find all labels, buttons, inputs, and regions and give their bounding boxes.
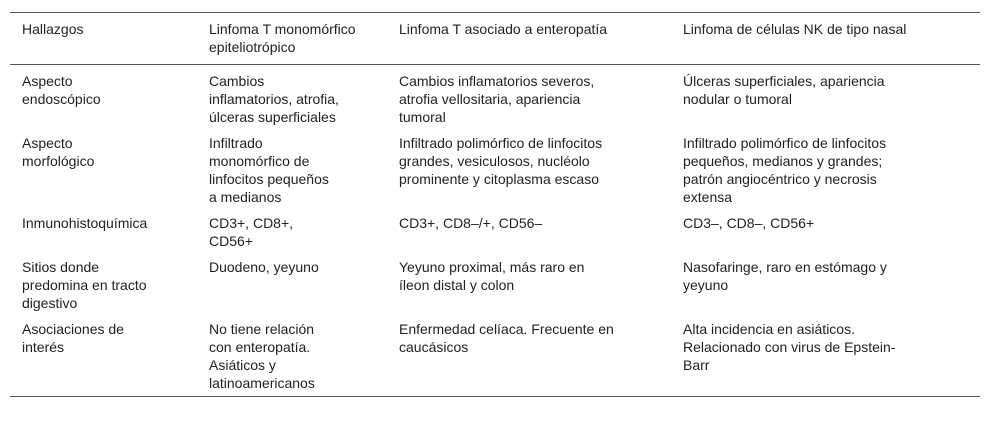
row-label-cell: Sitios donde predomina en tracto digesti… bbox=[22, 259, 147, 311]
row-label-cell: Asociaciones de interés bbox=[22, 321, 124, 355]
table-cell: Infiltrado polimórfico de linfocitos peq… bbox=[683, 135, 887, 205]
row-label-cell: Aspecto morfológico bbox=[22, 135, 95, 169]
lymphoma-comparison-table: Hallazgos Linfoma T monomórfico epitelio… bbox=[10, 12, 980, 397]
header-row: Hallazgos Linfoma T monomórfico epitelio… bbox=[10, 12, 980, 65]
header-cell: Hallazgos bbox=[22, 21, 84, 37]
table-cell: CD3–, CD8–, CD56+ bbox=[683, 215, 815, 231]
table-cell: Duodeno, yeyuno bbox=[209, 259, 319, 275]
table-cell: Enfermedad celíaca. Frecuente en caucási… bbox=[399, 321, 614, 355]
table-cell: Úlceras superficiales, apariencia nodula… bbox=[683, 73, 885, 107]
table-row: Aspecto endoscópico Cambios inflamatorios… bbox=[10, 65, 980, 135]
table-cell: Infiltrado polimórfico de linfocitos gra… bbox=[399, 135, 603, 187]
table-row: Inmunohistoquímica CD3+, CD8+, CD56+ CD3+,… bbox=[10, 214, 980, 258]
table-row: Sitios donde predomina en tracto digesti… bbox=[10, 258, 980, 320]
table-cell: Cambios inflamatorios, atrofia, úlceras … bbox=[209, 73, 339, 125]
table-cell: Infiltrado monomórfico de linfocitos peq… bbox=[209, 135, 329, 205]
table-cell: No tiene relación con enteropatía. Asiát… bbox=[209, 321, 315, 391]
table-cell: CD3+, CD8–/+, CD56– bbox=[399, 215, 543, 231]
header-cell: Linfoma T monomórfico epiteliotrópico bbox=[209, 21, 356, 55]
table-cell: Alta incidencia en asiáticos. Relacionad… bbox=[683, 321, 896, 373]
row-label-cell: Inmunohistoquímica bbox=[22, 215, 148, 231]
row-label-cell: Aspecto endoscópico bbox=[22, 73, 101, 107]
header-cell: Linfoma de células NK de tipo nasal bbox=[683, 21, 907, 37]
table-cell: Cambios inflamatorios severos, atrofia v… bbox=[399, 73, 595, 125]
table-cell: Nasofaringe, raro en estómago y yeyuno bbox=[683, 259, 887, 293]
table-row: Asociaciones de interés No tiene relación… bbox=[10, 320, 980, 397]
header-cell: Linfoma T asociado a enteropatía bbox=[399, 21, 608, 37]
table-cell: CD3+, CD8+, CD56+ bbox=[209, 215, 294, 249]
table-row: Aspecto morfológico Infiltrado monomórfic… bbox=[10, 134, 980, 214]
table-cell: Yeyuno proximal, más raro en íleon dista… bbox=[399, 259, 585, 293]
